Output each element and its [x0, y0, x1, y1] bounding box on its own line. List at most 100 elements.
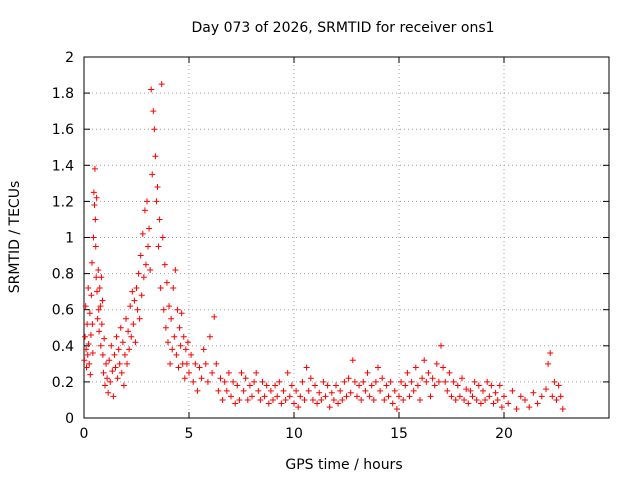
- data-points: [81, 81, 566, 412]
- y-tick-label: 0.4: [52, 339, 74, 355]
- data-point: [448, 393, 455, 400]
- data-point: [230, 378, 237, 385]
- data-point: [221, 378, 228, 385]
- data-point: [93, 274, 100, 281]
- y-tick-label: 1.2: [52, 194, 74, 210]
- data-point: [96, 328, 103, 335]
- data-point: [93, 194, 100, 201]
- data-point: [330, 396, 337, 403]
- data-point: [240, 387, 247, 394]
- data-point: [391, 387, 398, 394]
- data-point: [202, 360, 209, 367]
- data-point: [301, 396, 308, 403]
- data-point: [223, 387, 230, 394]
- data-point: [84, 321, 91, 328]
- data-point: [104, 375, 111, 382]
- data-point: [144, 198, 150, 205]
- data-point: [82, 333, 89, 340]
- data-point: [465, 400, 472, 407]
- x-tick-label: 10: [285, 426, 303, 442]
- data-point: [259, 378, 266, 385]
- data-point: [97, 303, 104, 310]
- data-point: [98, 321, 105, 328]
- data-point: [480, 387, 486, 394]
- data-point: [111, 351, 118, 358]
- data-point: [156, 216, 163, 223]
- data-point: [255, 387, 262, 394]
- data-point: [425, 369, 432, 376]
- data-point: [172, 266, 179, 273]
- data-point: [123, 315, 129, 322]
- data-point: [148, 86, 155, 93]
- data-point: [90, 234, 97, 241]
- data-point: [410, 387, 417, 394]
- data-point: [446, 369, 453, 376]
- data-point: [309, 396, 316, 403]
- data-point: [196, 364, 203, 371]
- data-point: [99, 351, 106, 358]
- data-point: [81, 357, 88, 364]
- data-point: [297, 393, 304, 400]
- data-point: [141, 207, 148, 214]
- data-point: [161, 261, 168, 268]
- data-point: [211, 313, 218, 320]
- data-point: [496, 382, 503, 389]
- data-point: [85, 285, 92, 292]
- chart-title: Day 073 of 2026, SRMTID for receiver ons…: [191, 20, 494, 36]
- data-point: [545, 360, 552, 367]
- y-tick-label: 1.8: [52, 86, 74, 102]
- data-point: [154, 183, 161, 190]
- data-point: [360, 378, 367, 385]
- data-point: [190, 378, 197, 385]
- data-point: [341, 378, 348, 385]
- data-point: [169, 346, 176, 353]
- data-point: [393, 405, 400, 412]
- data-point: [126, 346, 133, 353]
- data-point: [124, 360, 131, 367]
- data-point: [381, 396, 388, 403]
- data-point: [402, 382, 409, 389]
- data-point: [109, 368, 116, 375]
- data-point: [183, 360, 190, 367]
- data-point: [291, 400, 297, 407]
- data-point: [387, 378, 394, 385]
- data-point: [146, 225, 153, 232]
- data-point: [501, 393, 507, 400]
- data-point: [549, 393, 556, 400]
- grid-lines: [84, 57, 609, 418]
- data-point: [404, 369, 411, 376]
- data-point: [450, 378, 457, 385]
- data-point: [488, 382, 495, 389]
- data-point: [91, 165, 98, 172]
- data-point: [163, 279, 170, 286]
- data-point: [142, 261, 149, 268]
- y-tick-label: 1.6: [52, 122, 74, 138]
- data-point: [86, 360, 93, 367]
- data-point: [83, 346, 90, 353]
- data-point: [174, 306, 181, 313]
- data-point: [125, 328, 132, 335]
- data-point: [176, 324, 183, 331]
- data-point: [209, 369, 216, 376]
- data-point: [435, 378, 442, 385]
- data-point: [467, 387, 474, 394]
- data-point: [406, 393, 413, 400]
- data-point: [113, 333, 120, 340]
- y-tick-label: 1.4: [52, 158, 74, 174]
- data-point: [440, 364, 447, 371]
- data-point: [326, 404, 333, 411]
- data-point: [207, 333, 213, 340]
- x-tick-label: 0: [80, 426, 89, 442]
- x-tick-label: 20: [495, 426, 513, 442]
- data-point: [433, 360, 440, 367]
- data-point: [168, 315, 175, 322]
- data-point: [238, 369, 245, 376]
- data-point: [257, 396, 264, 403]
- data-point: [379, 375, 386, 382]
- data-point: [234, 382, 241, 389]
- data-point: [272, 382, 279, 389]
- x-axis-label: GPS time / hours: [285, 457, 402, 473]
- data-point: [121, 351, 128, 358]
- data-point: [366, 393, 373, 400]
